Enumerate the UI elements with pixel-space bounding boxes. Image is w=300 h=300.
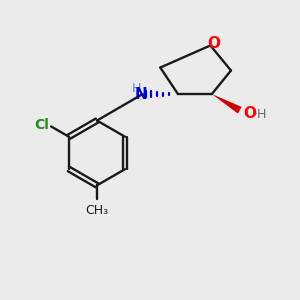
Text: CH₃: CH₃ xyxy=(85,205,109,218)
Text: O: O xyxy=(207,36,220,51)
Text: N: N xyxy=(134,87,147,102)
Text: H: H xyxy=(132,82,141,95)
Text: O: O xyxy=(243,106,256,121)
Text: ·H: ·H xyxy=(254,108,267,121)
Polygon shape xyxy=(212,94,242,114)
Text: Cl: Cl xyxy=(34,118,49,132)
